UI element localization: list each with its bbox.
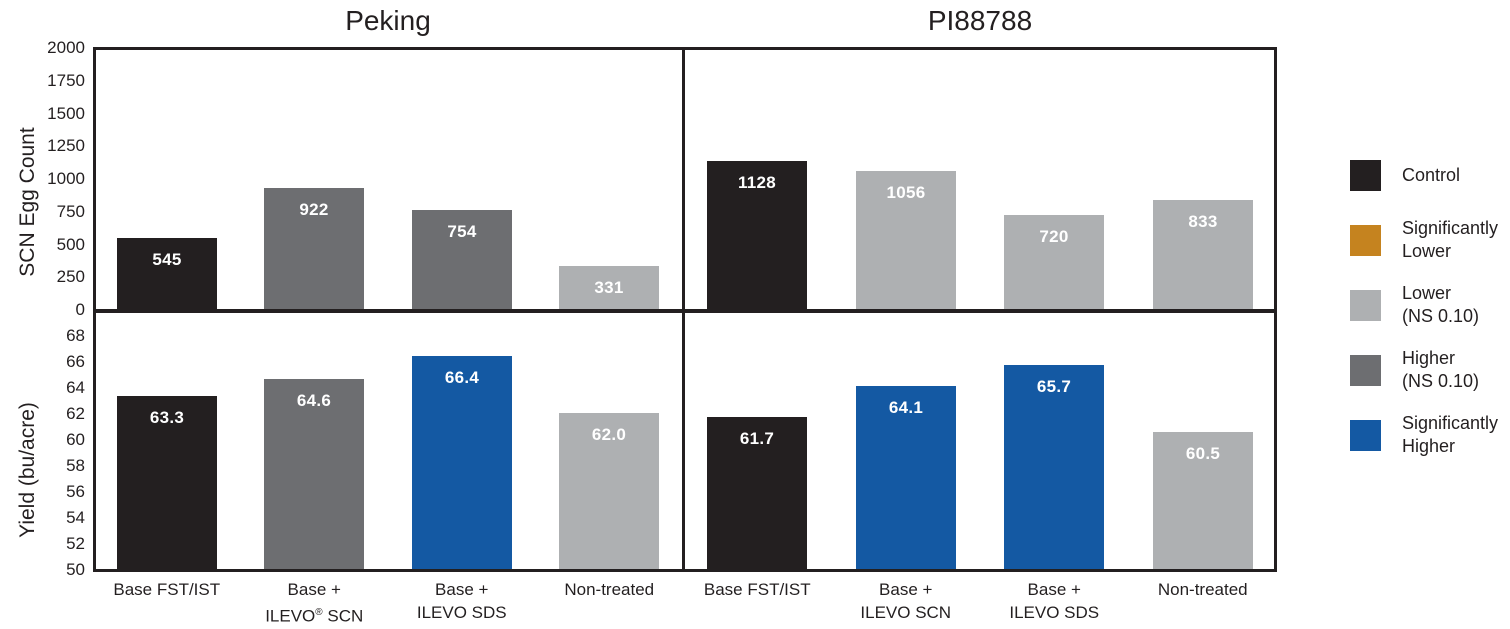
category-label: Base + ILEVO SDS xyxy=(1009,580,1100,622)
legend-item-control: Control xyxy=(1350,152,1460,198)
bar-pi88788-scn-4: 833 xyxy=(1153,200,1253,309)
bar-pi88788-scn-2: 1056 xyxy=(856,171,956,309)
panel-divider-horizontal xyxy=(93,309,1277,313)
category-label: Base FST/IST xyxy=(113,580,221,599)
bar-value-label: 60.5 xyxy=(1185,444,1221,463)
category-label: Base + ILEVO® SCN xyxy=(265,580,364,626)
y-tick-label: 54 xyxy=(66,508,85,527)
bar-value-label: 833 xyxy=(1188,212,1218,231)
category-label: Non-treated xyxy=(564,580,655,599)
y-tick-label: 1250 xyxy=(47,136,85,156)
legend-swatch-higher_ns xyxy=(1350,354,1381,386)
category-label: Base FST/IST xyxy=(703,580,811,599)
bar-value-label: 331 xyxy=(594,278,624,297)
legend-swatch-sig_lower xyxy=(1350,224,1381,256)
bar-value-label: 66.4 xyxy=(444,368,480,387)
legend-label-sig_lower: Significantly Lower xyxy=(1402,218,1499,261)
legend-item-sig_lower: Significantly Lower xyxy=(1350,217,1498,263)
column-title-peking: Peking xyxy=(345,5,431,36)
y-tick-label: 58 xyxy=(66,456,85,475)
bar-peking-yield-4: 62.0 xyxy=(559,413,659,569)
y-tick-label: 250 xyxy=(56,267,85,287)
y-tick-label: 68 xyxy=(66,326,85,345)
bar-value-label: 62.0 xyxy=(591,425,627,444)
y-tick-label: 750 xyxy=(56,201,85,221)
bar-pi88788-scn-3: 720 xyxy=(1004,215,1104,309)
bar-value-label: 545 xyxy=(152,250,182,269)
legend-label-control: Control xyxy=(1402,164,1461,185)
legend-label-sig_higher: Significantly Higher xyxy=(1402,413,1499,456)
bar-value-label: 65.7 xyxy=(1036,377,1072,396)
y-tick-label: 62 xyxy=(66,404,85,423)
legend-label-higher_ns: Higher (NS 0.10) xyxy=(1402,348,1480,391)
y-tick-label: 60 xyxy=(66,430,85,449)
bar-pi88788-yield-3: 65.7 xyxy=(1004,365,1104,569)
bar-pi88788-scn-1: 1128 xyxy=(707,161,807,309)
bar-value-label: 61.7 xyxy=(739,429,775,448)
legend-item-lower_ns: Lower (NS 0.10) xyxy=(1350,282,1479,328)
legend-label-lower_ns: Lower (NS 0.10) xyxy=(1402,283,1480,326)
category-label: Base + ILEVO SCN xyxy=(860,580,952,622)
bar-value-label: 63.3 xyxy=(149,408,185,427)
bar-peking-scn-2: 922 xyxy=(264,188,364,309)
category-label: Base + ILEVO SDS xyxy=(416,580,507,622)
bar-value-label: 1056 xyxy=(886,183,926,202)
bar-pi88788-yield-4: 60.5 xyxy=(1153,432,1253,569)
y-tick-label: 56 xyxy=(66,482,85,501)
legend-swatch-lower_ns xyxy=(1350,289,1381,321)
y-tick-label: 500 xyxy=(56,234,85,254)
bar-peking-yield-3: 66.4 xyxy=(412,356,512,569)
legend-item-higher_ns: Higher (NS 0.10) xyxy=(1350,347,1479,393)
y-tick-label: 1500 xyxy=(47,103,85,123)
category-label: Non-treated xyxy=(1157,580,1248,599)
y-tick-label: 52 xyxy=(66,534,85,553)
bar-pi88788-yield-2: 64.1 xyxy=(856,386,956,569)
legend-item-sig_higher: Significantly Higher xyxy=(1350,412,1498,458)
y-tick-label: 1000 xyxy=(47,169,85,188)
legend-swatch-sig_higher xyxy=(1350,419,1381,451)
bar-value-label: 1128 xyxy=(737,173,777,192)
y-tick-label: 64 xyxy=(66,378,85,397)
y-tick-label: 0 xyxy=(75,300,85,319)
bar-peking-yield-2: 64.6 xyxy=(264,379,364,569)
bar-value-label: 754 xyxy=(447,222,477,241)
y-tick-label: 50 xyxy=(66,560,85,579)
bar-peking-scn-4: 331 xyxy=(559,266,659,309)
bar-value-label: 922 xyxy=(299,200,329,219)
y-tick-label: 66 xyxy=(66,352,85,371)
bar-value-label: 64.6 xyxy=(296,391,332,410)
bar-peking-scn-1: 545 xyxy=(117,238,217,309)
bar-value-label: 720 xyxy=(1039,227,1069,246)
column-title-pi88788: PI88788 xyxy=(927,5,1033,36)
y-tick-label: 1750 xyxy=(47,70,85,90)
y-tick-label: 2000 xyxy=(47,38,85,57)
legend-swatch-control xyxy=(1350,159,1381,191)
bar-peking-yield-1: 63.3 xyxy=(117,396,217,569)
bar-value-label: 64.1 xyxy=(888,398,924,417)
bar-pi88788-yield-1: 61.7 xyxy=(707,417,807,569)
bar-peking-scn-3: 754 xyxy=(412,210,512,309)
